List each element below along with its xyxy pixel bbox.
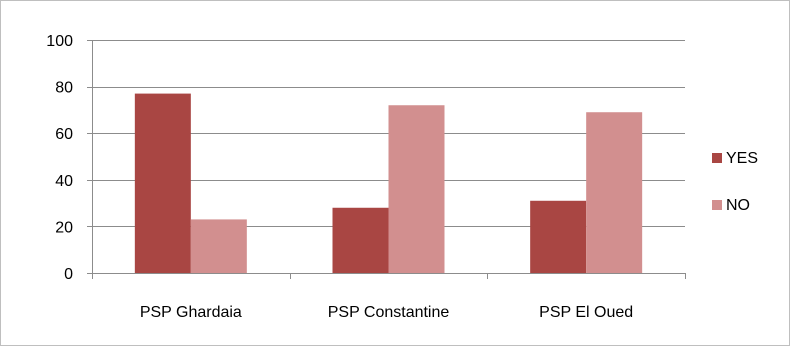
x-tick-label-0: PSP Ghardaia bbox=[140, 304, 242, 321]
y-tick-label-20: 20 bbox=[55, 219, 73, 236]
legend-label-no: NO bbox=[726, 197, 750, 214]
y-tick-label-60: 60 bbox=[55, 126, 73, 143]
legend: YES NO bbox=[712, 150, 758, 214]
y-axis-tick-labels: 0 20 40 60 80 100 bbox=[46, 33, 73, 283]
bar-yes-2 bbox=[530, 200, 587, 273]
axes bbox=[87, 40, 686, 279]
legend-swatch-yes bbox=[712, 153, 722, 163]
y-tick-label-80: 80 bbox=[55, 80, 73, 97]
bar-no-1 bbox=[388, 105, 445, 274]
y-tick-label-40: 40 bbox=[55, 173, 73, 190]
legend-label-yes: YES bbox=[726, 150, 758, 167]
bar-yes-1 bbox=[332, 207, 389, 273]
bar-yes-0 bbox=[134, 93, 191, 273]
x-axis-tick-labels: PSP Ghardaia PSP Constantine PSP El Oued bbox=[140, 304, 633, 321]
legend-swatch-no bbox=[712, 200, 722, 210]
x-tick-label-2: PSP El Oued bbox=[539, 304, 633, 321]
bar-no-0 bbox=[190, 219, 247, 273]
y-tick-label-100: 100 bbox=[46, 33, 73, 50]
bars bbox=[134, 93, 643, 274]
bar-no-2 bbox=[586, 112, 643, 273]
y-tick-label-0: 0 bbox=[64, 266, 73, 283]
x-tick-label-1: PSP Constantine bbox=[328, 304, 450, 321]
